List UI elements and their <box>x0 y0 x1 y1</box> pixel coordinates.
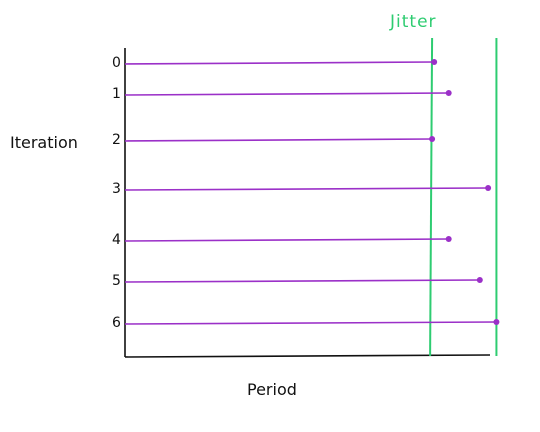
iteration-tick-label: 3 <box>112 181 121 197</box>
iteration-line-1 <box>124 92 449 96</box>
iteration-tick-labels: 0 1 2 3 4 5 6 <box>112 55 121 331</box>
iteration-line-5 <box>124 279 480 283</box>
jitter-label: Jitter <box>389 12 437 32</box>
iteration-line-3 <box>124 187 489 191</box>
iteration-tick-label: 4 <box>112 232 121 248</box>
iteration-line-0 <box>124 61 435 65</box>
iteration-line-6 <box>124 321 497 325</box>
iteration-tick-label: 1 <box>112 86 121 102</box>
jitter-min-line <box>429 37 434 357</box>
iteration-endpoint-1 <box>445 90 452 96</box>
iteration-endpoint-5 <box>476 277 483 283</box>
iteration-endpoint-4 <box>445 236 452 242</box>
iteration-tick-label: 2 <box>112 132 121 148</box>
x-axis <box>124 354 491 358</box>
jitter-bounds <box>429 37 498 357</box>
y-axis-title: Iteration <box>10 133 78 152</box>
iteration-line-4 <box>124 238 449 242</box>
iteration-tick-label: 6 <box>112 315 121 331</box>
iteration-tick-label: 0 <box>112 55 121 71</box>
iteration-tick-label: 5 <box>112 273 121 289</box>
iteration-endpoint-6 <box>493 319 500 325</box>
iteration-endpoint-2 <box>429 136 436 142</box>
iteration-endpoint-0 <box>431 59 438 65</box>
x-axis-title: Period <box>247 380 297 399</box>
iteration-endpoint-3 <box>485 185 492 191</box>
iteration-line-2 <box>124 138 433 142</box>
iteration-lines <box>124 59 500 325</box>
